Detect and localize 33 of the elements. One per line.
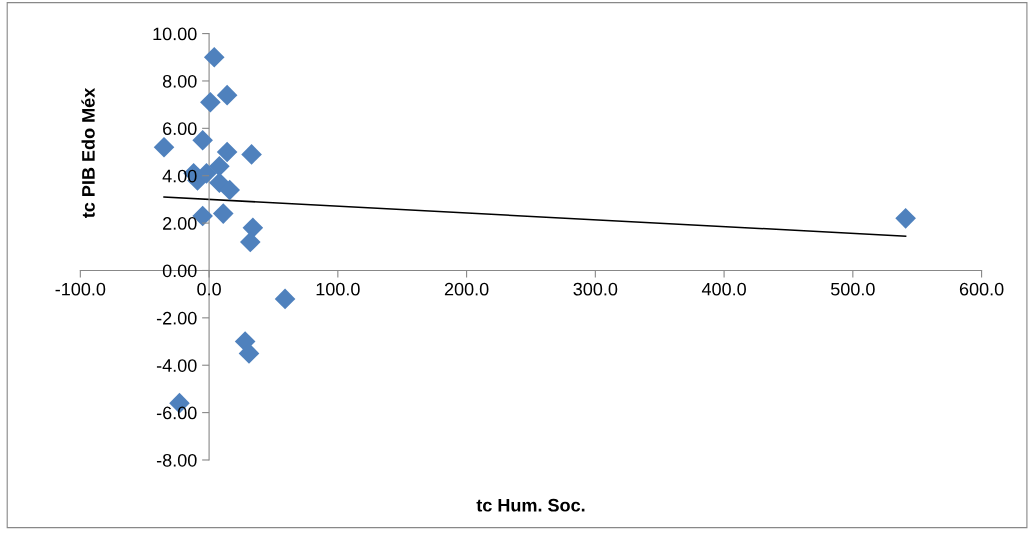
y-tick-label: -8.00 (156, 453, 197, 467)
point (241, 144, 262, 165)
point (203, 46, 225, 68)
point (238, 343, 260, 364)
y-tick-label: -4.00 (156, 359, 197, 372)
y-tick-label: -6.00 (156, 406, 197, 420)
y-tick-label: 10.00 (153, 27, 197, 41)
point (216, 141, 238, 163)
point (239, 231, 261, 253)
y-tick-label: 6.00 (163, 122, 197, 136)
y-axis-title: tc PIB Edo Méx (81, 87, 95, 218)
point (895, 208, 916, 229)
point (209, 155, 230, 177)
point (219, 179, 240, 201)
x-tick-label: 0.0 (197, 282, 221, 296)
y-tick-label: -2.00 (156, 311, 197, 325)
y-tick-label: 8.00 (162, 74, 197, 88)
x-tick-label: 600.0 (959, 282, 1004, 296)
x-axis-title: tc Hum. Soc. (476, 498, 585, 512)
point (200, 91, 221, 113)
x-tick-label: 100.0 (316, 282, 360, 296)
x-tick-label: 300.0 (573, 282, 618, 296)
point (274, 288, 296, 310)
point (216, 84, 238, 106)
x-tick-label: 500.0 (830, 282, 875, 296)
x-tick-label: 200.0 (444, 282, 489, 296)
point (212, 203, 234, 224)
x-tick-label: -100.0 (55, 282, 106, 296)
x-tick-label: 400.0 (701, 282, 746, 296)
point (242, 217, 264, 239)
y-tick-label: 2.00 (163, 217, 197, 230)
point (153, 136, 175, 158)
y-tick-label: 0.00 (162, 264, 197, 278)
